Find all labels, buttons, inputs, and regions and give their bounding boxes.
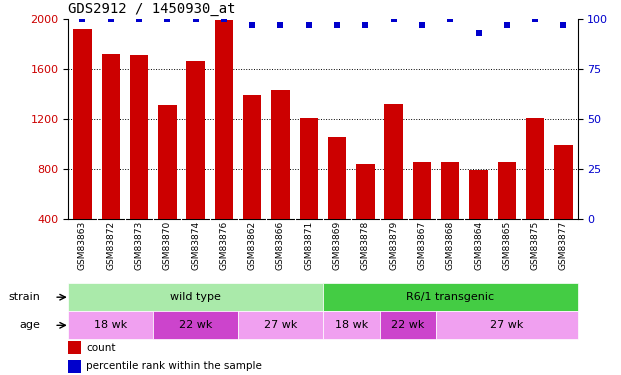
Text: GSM83868: GSM83868: [446, 221, 455, 270]
Bar: [384, 104, 403, 270]
Text: GSM83866: GSM83866: [276, 221, 285, 270]
Text: 27 wk: 27 wk: [264, 320, 297, 330]
Text: R6/1 transgenic: R6/1 transgenic: [406, 292, 494, 302]
Text: GSM83879: GSM83879: [389, 221, 398, 270]
Text: GSM83874: GSM83874: [191, 221, 200, 270]
Text: GSM83863: GSM83863: [78, 221, 87, 270]
Bar: [186, 62, 205, 270]
Bar: [73, 29, 92, 270]
Text: GSM83862: GSM83862: [248, 221, 256, 270]
Text: GDS2912 / 1450930_at: GDS2912 / 1450930_at: [68, 2, 236, 16]
Bar: [379, 311, 436, 339]
Bar: [413, 162, 431, 270]
Bar: [153, 311, 238, 339]
Text: 22 wk: 22 wk: [179, 320, 212, 330]
Text: strain: strain: [8, 292, 40, 302]
Bar: [323, 283, 578, 311]
Text: count: count: [86, 343, 116, 352]
Bar: [497, 162, 516, 270]
Text: 18 wk: 18 wk: [335, 320, 368, 330]
Text: 18 wk: 18 wk: [94, 320, 127, 330]
Bar: [328, 136, 347, 270]
Text: GSM83873: GSM83873: [135, 221, 143, 270]
Text: GSM83876: GSM83876: [219, 221, 229, 270]
Bar: [68, 341, 81, 354]
Bar: [356, 164, 374, 270]
Bar: [238, 311, 323, 339]
Text: GSM83870: GSM83870: [163, 221, 172, 270]
Bar: [130, 55, 148, 270]
Text: GSM83865: GSM83865: [502, 221, 511, 270]
Bar: [68, 283, 323, 311]
Bar: [215, 20, 233, 270]
Bar: [158, 105, 176, 270]
Text: GSM83869: GSM83869: [333, 221, 342, 270]
Bar: [554, 146, 573, 270]
Text: GSM83867: GSM83867: [417, 221, 427, 270]
Bar: [68, 360, 81, 373]
Text: GSM83875: GSM83875: [530, 221, 540, 270]
Text: 22 wk: 22 wk: [391, 320, 425, 330]
Text: GSM83872: GSM83872: [106, 221, 116, 270]
Bar: [441, 162, 460, 270]
Text: percentile rank within the sample: percentile rank within the sample: [86, 362, 262, 371]
Bar: [299, 118, 318, 270]
Text: GSM83864: GSM83864: [474, 221, 483, 270]
Bar: [436, 311, 578, 339]
Text: wild type: wild type: [170, 292, 221, 302]
Bar: [102, 54, 120, 270]
Bar: [323, 311, 379, 339]
Bar: [271, 90, 289, 270]
Bar: [469, 171, 487, 270]
Text: age: age: [19, 320, 40, 330]
Bar: [68, 311, 153, 339]
Text: GSM83871: GSM83871: [304, 221, 313, 270]
Text: GSM83877: GSM83877: [559, 221, 568, 270]
Text: GSM83878: GSM83878: [361, 221, 370, 270]
Text: 27 wk: 27 wk: [490, 320, 524, 330]
Bar: [526, 118, 544, 270]
Bar: [243, 95, 261, 270]
